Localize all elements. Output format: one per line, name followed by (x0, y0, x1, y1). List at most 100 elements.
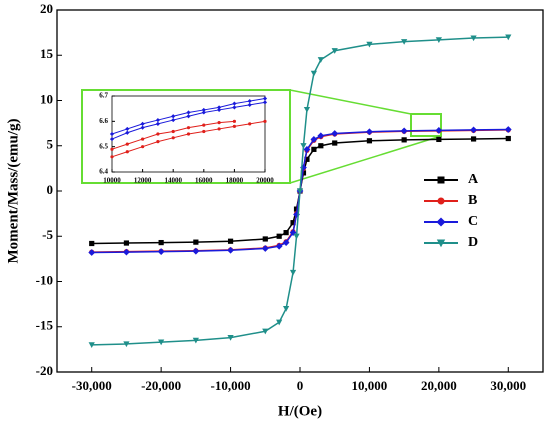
marker (232, 119, 236, 123)
zoom-box (410, 113, 442, 137)
marker (304, 156, 310, 162)
marker (436, 217, 446, 227)
marker (186, 110, 191, 115)
marker (109, 136, 115, 142)
marker (310, 136, 318, 143)
marker (262, 96, 268, 101)
marker (125, 130, 130, 135)
marker (88, 342, 95, 348)
marker (227, 246, 234, 254)
marker (232, 124, 236, 128)
marker (505, 34, 512, 41)
marker (317, 132, 325, 140)
marker (156, 140, 160, 144)
x-tick-label: -10,000 (211, 378, 251, 393)
x-tick-label: 0 (297, 378, 304, 393)
marker (201, 107, 206, 113)
marker (293, 233, 300, 240)
x-tick-label: 12000 (134, 177, 152, 185)
marker (436, 239, 446, 248)
legend-label: A (468, 172, 479, 187)
marker (311, 146, 317, 152)
marker (276, 233, 282, 239)
marker (505, 135, 511, 142)
marker (261, 245, 269, 252)
marker (141, 145, 145, 149)
marker (171, 136, 175, 140)
marker (158, 339, 165, 346)
marker (247, 98, 252, 104)
marker (263, 119, 267, 123)
marker (400, 127, 408, 135)
y-tick-label: -10 (36, 272, 53, 287)
marker (227, 335, 234, 341)
marker (193, 239, 199, 245)
marker (110, 155, 114, 159)
marker (157, 248, 165, 256)
marker (171, 129, 175, 134)
marker (123, 248, 130, 256)
legend-label: B (468, 193, 477, 208)
marker (247, 102, 252, 107)
marker (186, 126, 191, 130)
marker (310, 70, 318, 77)
marker (282, 306, 290, 312)
marker (202, 123, 206, 127)
marker (262, 328, 269, 335)
legend-label: C (468, 214, 478, 229)
marker (366, 41, 373, 48)
marker (88, 249, 96, 256)
marker (262, 100, 268, 105)
y-tick-label: 10 (40, 91, 53, 106)
marker (276, 319, 283, 326)
marker (171, 117, 176, 123)
marker (217, 105, 222, 110)
x-tick-label: 30,000 (490, 378, 526, 393)
x-tick-label: 14000 (164, 177, 182, 185)
marker (202, 129, 206, 134)
x-tick-label: 18000 (226, 177, 244, 185)
marker (318, 143, 324, 149)
marker (171, 114, 176, 119)
marker (504, 126, 512, 133)
marker (435, 126, 443, 134)
marker (227, 238, 234, 244)
marker (125, 126, 130, 132)
y-tick-label: 6.6 (99, 117, 108, 125)
y-tick-label: 6.5 (99, 142, 108, 150)
marker (186, 132, 191, 136)
marker (282, 239, 290, 246)
x-tick-label: 10,000 (352, 378, 388, 393)
marker (401, 39, 408, 45)
marker (303, 106, 311, 113)
marker (158, 239, 164, 246)
x-tick-label: -20,000 (141, 378, 181, 393)
marker (123, 240, 130, 246)
marker (283, 230, 289, 236)
marker (331, 48, 338, 54)
marker (141, 137, 145, 141)
marker (470, 35, 477, 42)
y-axis-label: Moment/Mass/(emu/g) (5, 119, 21, 264)
y-tick-label: 6.7 (99, 92, 108, 100)
marker (296, 188, 304, 195)
legend-label: D (468, 235, 478, 250)
zoom-connector (289, 135, 442, 184)
marker (232, 101, 237, 106)
marker (217, 121, 221, 125)
marker (125, 150, 129, 154)
inset-frame (81, 89, 291, 184)
marker (232, 105, 237, 110)
x-tick-label: 16000 (195, 177, 213, 185)
marker (155, 121, 160, 126)
marker (436, 136, 442, 143)
marker (192, 247, 200, 255)
marker (110, 147, 114, 151)
y-tick-label: 0 (47, 182, 54, 197)
marker (248, 122, 252, 126)
marker (300, 143, 307, 149)
marker (123, 341, 130, 348)
y-tick-label: 5 (47, 137, 54, 152)
